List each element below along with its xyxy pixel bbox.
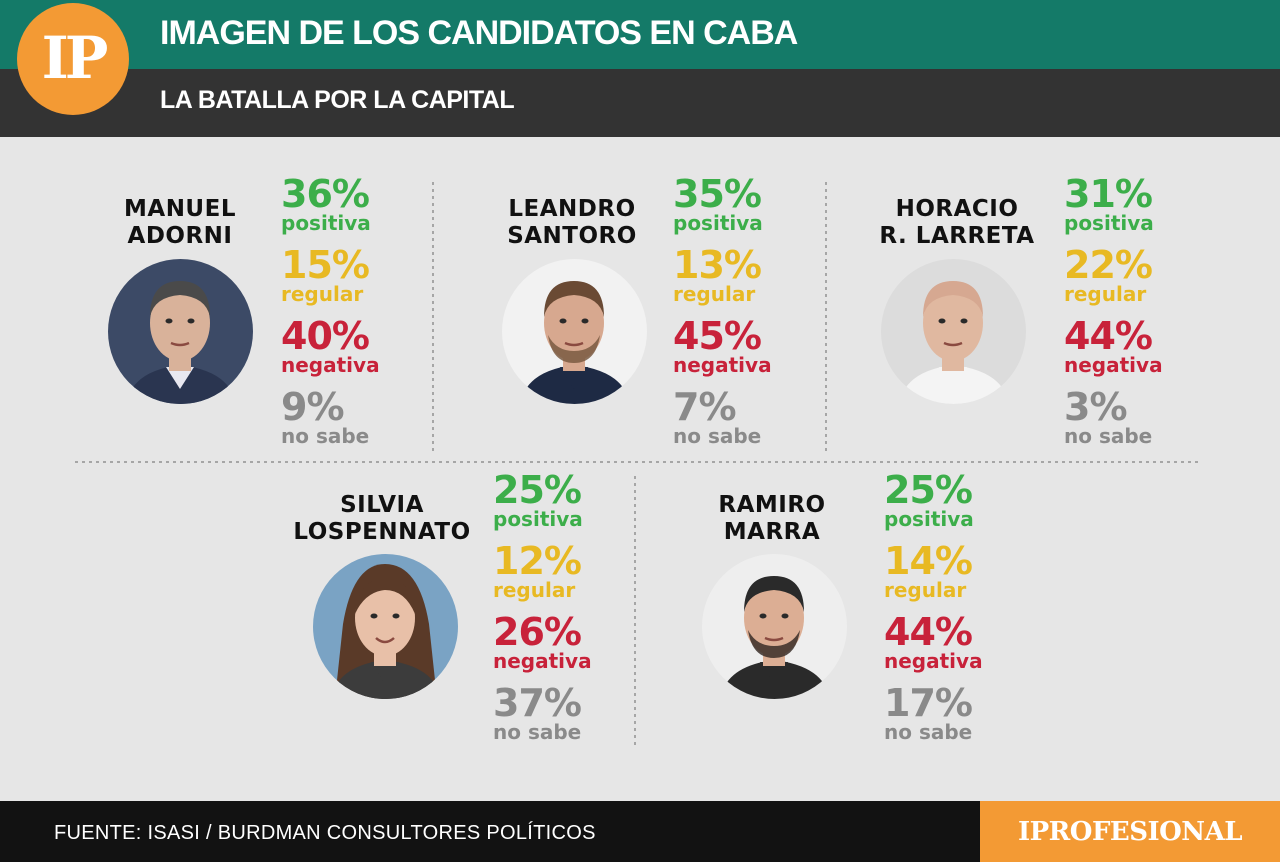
- stat-value: 26%: [493, 610, 582, 654]
- stat-no-sabe: 9% no sabe: [281, 388, 369, 446]
- stat-value: 13%: [673, 243, 762, 287]
- stat-value: 15%: [281, 243, 370, 287]
- candidate-name-line2: ADORNI: [127, 223, 233, 249]
- stat-label: no sabe: [673, 424, 762, 448]
- candidate-name: MANUEL ADORNI: [80, 196, 280, 250]
- candidate-name: LEANDRO SANTORO: [472, 196, 672, 250]
- brand-logo: IPROFESIONAL: [980, 801, 1280, 862]
- stat-positiva: 31% positiva: [1064, 175, 1154, 233]
- stat-regular: 22% regular: [1064, 243, 1153, 306]
- stat-label: no sabe: [493, 720, 582, 744]
- stat-positiva: 36% positiva: [281, 175, 371, 233]
- stat-value: 12%: [493, 539, 582, 583]
- stat-label: no sabe: [281, 424, 370, 448]
- page-subtitle: LA BATALLA POR LA CAPITAL: [160, 86, 515, 114]
- stat-value: 25%: [493, 468, 582, 512]
- candidate-name-line2: LOSPENNATO: [293, 519, 471, 545]
- stat-value: 22%: [1064, 243, 1153, 287]
- stat-no-sabe: 17% no sabe: [884, 681, 973, 744]
- brand-logo-text: IPROFESIONAL: [1017, 816, 1243, 847]
- stat-value: 37%: [493, 681, 582, 725]
- candidate-name-line1: RAMIRO: [718, 492, 826, 518]
- stat-value: 25%: [884, 468, 973, 512]
- stat-negativa: 44% negativa: [1064, 317, 1163, 375]
- ip-logo: IP: [17, 3, 129, 115]
- stat-value: 44%: [884, 610, 973, 654]
- stat-value: 31%: [1064, 172, 1153, 216]
- stat-regular: 14% regular: [884, 539, 973, 602]
- stat-label: positiva: [281, 211, 371, 235]
- candidate-name-line1: MANUEL: [124, 196, 236, 222]
- stat-label: positiva: [493, 507, 583, 531]
- stat-value: 44%: [1064, 314, 1153, 358]
- stat-value: 9%: [281, 385, 345, 429]
- stat-value: 45%: [673, 314, 762, 358]
- stat-negativa: 44% negativa: [884, 613, 983, 671]
- candidate-name-line2: R. LARRETA: [879, 223, 1035, 249]
- stat-value: 3%: [1064, 385, 1128, 429]
- woman-portrait-icon: [313, 554, 458, 699]
- stat-positiva: 35% positiva: [673, 175, 763, 233]
- stat-label: regular: [673, 282, 756, 306]
- stat-label: no sabe: [1064, 424, 1153, 448]
- source-note: FUENTE: ISASI / BURDMAN CONSULTORES POLÍ…: [54, 822, 596, 844]
- stat-label: no sabe: [884, 720, 973, 744]
- candidate-name: RAMIRO MARRA: [672, 492, 872, 546]
- candidate-name-line2: MARRA: [723, 519, 821, 545]
- stat-regular: 13% regular: [673, 243, 762, 306]
- stat-label: negativa: [1064, 353, 1163, 377]
- stat-regular: 12% regular: [493, 539, 582, 602]
- stat-label: negativa: [884, 649, 983, 673]
- stat-value: 17%: [884, 681, 973, 725]
- stat-label: regular: [493, 578, 576, 602]
- stat-positiva: 25% positiva: [493, 471, 583, 529]
- stat-value: 14%: [884, 539, 973, 583]
- stat-positiva: 25% positiva: [884, 471, 974, 529]
- stat-label: regular: [884, 578, 967, 602]
- header-title-band: [0, 0, 1280, 69]
- stat-value: 35%: [673, 172, 762, 216]
- stat-label: regular: [281, 282, 364, 306]
- stat-label: regular: [1064, 282, 1147, 306]
- man-portrait-icon: [881, 259, 1026, 404]
- candidate-name-line1: HORACIO: [895, 196, 1019, 222]
- stat-regular: 15% regular: [281, 243, 370, 306]
- stat-label: negativa: [493, 649, 592, 673]
- stat-no-sabe: 7% no sabe: [673, 388, 761, 446]
- stat-value: 40%: [281, 314, 370, 358]
- man-portrait-icon: [502, 259, 647, 404]
- ip-logo-text: IP: [41, 24, 109, 92]
- candidate-name-line1: SILVIA: [340, 492, 424, 518]
- stat-label: negativa: [281, 353, 380, 377]
- candidate-name-line2: SANTORO: [507, 223, 637, 249]
- stat-label: positiva: [673, 211, 763, 235]
- candidate-name-line1: LEANDRO: [508, 196, 636, 222]
- header-subtitle-band: [0, 69, 1280, 137]
- stat-negativa: 26% negativa: [493, 613, 592, 671]
- stat-label: positiva: [884, 507, 974, 531]
- page-title: IMAGEN DE LOS CANDIDATOS EN CABA: [160, 14, 798, 52]
- candidate-name: HORACIO R. LARRETA: [857, 196, 1057, 250]
- man-portrait-icon: [108, 259, 253, 404]
- stat-negativa: 45% negativa: [673, 317, 772, 375]
- stat-label: negativa: [673, 353, 772, 377]
- candidate-name: SILVIA LOSPENNATO: [282, 492, 482, 546]
- stat-no-sabe: 3% no sabe: [1064, 388, 1152, 446]
- stat-label: positiva: [1064, 211, 1154, 235]
- man-portrait-icon: [702, 554, 847, 699]
- stat-value: 7%: [673, 385, 737, 429]
- stat-value: 36%: [281, 172, 370, 216]
- stat-negativa: 40% negativa: [281, 317, 380, 375]
- stat-no-sabe: 37% no sabe: [493, 681, 582, 744]
